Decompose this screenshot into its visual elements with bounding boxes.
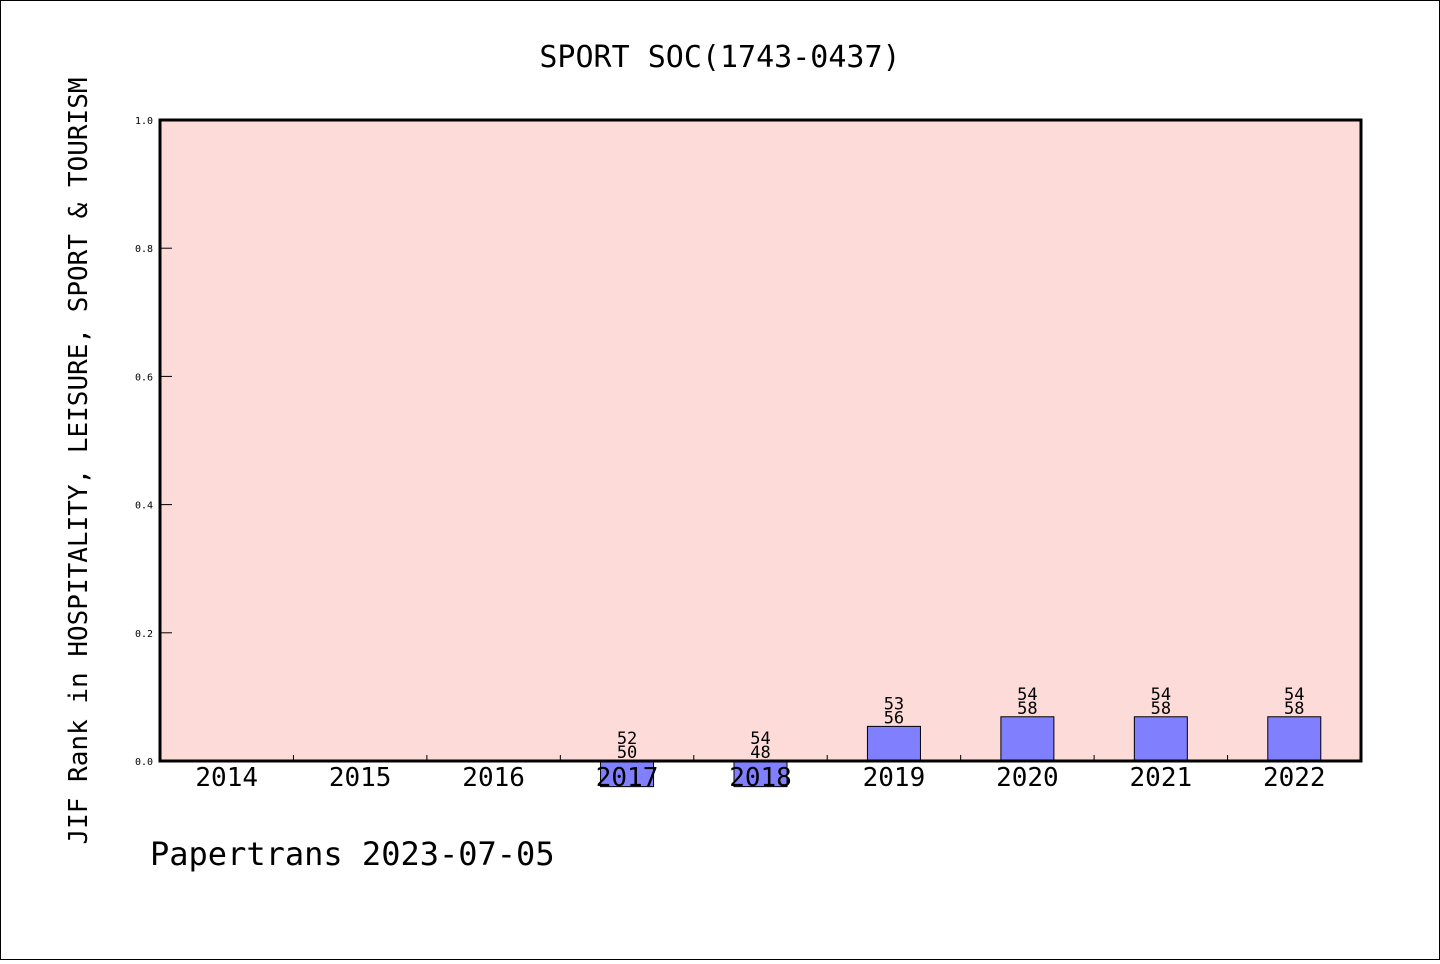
data-label-total-2021: 58 <box>1151 699 1171 719</box>
data-label-total-2018: 48 <box>750 743 770 763</box>
bar-2021 <box>1133 716 1188 762</box>
x-tick-label-2020: 2020 <box>996 763 1059 793</box>
y-tick-label: 0.8 <box>135 244 153 255</box>
data-label-rank-2022: 54 <box>1284 685 1304 705</box>
data-label-total-2017: 50 <box>617 743 637 763</box>
bar-2018 <box>733 760 788 788</box>
y-tick-label: 1.0 <box>135 116 153 127</box>
x-tick-label-2014: 2014 <box>195 763 258 793</box>
data-label-rank-2018: 54 <box>750 729 770 749</box>
bar-2017 <box>600 760 655 788</box>
data-label-total-2020: 58 <box>1017 699 1037 719</box>
x-tick-label-2019: 2019 <box>863 763 926 793</box>
x-tick-label-2018: 2018 <box>729 763 792 793</box>
data-label-total-2022: 58 <box>1284 699 1304 719</box>
data-label-total-2019: 56 <box>884 708 904 728</box>
bar-2019 <box>866 725 921 762</box>
y-tick-label: 0.0 <box>135 757 153 768</box>
x-tick-label-2021: 2021 <box>1130 763 1193 793</box>
y-tick-label: 0.2 <box>135 629 153 640</box>
bar-group <box>600 716 1322 788</box>
x-tick-label-2022: 2022 <box>1263 763 1326 793</box>
data-label-rank-2021: 54 <box>1151 685 1171 705</box>
footer-watermark: Papertrans 2023-07-05 <box>150 835 555 873</box>
x-tick-label-2015: 2015 <box>329 763 392 793</box>
y-tick-label: 0.6 <box>135 372 153 383</box>
x-tick-label-2016: 2016 <box>462 763 525 793</box>
plot-border <box>158 118 1363 763</box>
x-axis: 2014 2015 2016 2017 2018 2019 2020 2021 2022 <box>195 755 1326 793</box>
x-tick-label-2017: 2017 <box>596 763 659 793</box>
data-label-rank-2020: 54 <box>1017 685 1037 705</box>
bar-2020 <box>1000 716 1055 762</box>
plot-area <box>160 120 1361 761</box>
data-label-rank-2017: 52 <box>617 729 637 749</box>
y-tick-label: 0.4 <box>135 501 153 512</box>
data-label-rank-2019: 53 <box>884 694 904 714</box>
y-axis: 0.0 0.2 0.4 0.6 0.8 1.0 <box>135 116 172 768</box>
y-axis-label: JIF Rank in HOSPITALITY, LEISURE, SPORT … <box>64 77 94 844</box>
chart-title: SPORT SOC(1743-0437) <box>539 40 900 75</box>
bar-2022 <box>1267 716 1322 762</box>
